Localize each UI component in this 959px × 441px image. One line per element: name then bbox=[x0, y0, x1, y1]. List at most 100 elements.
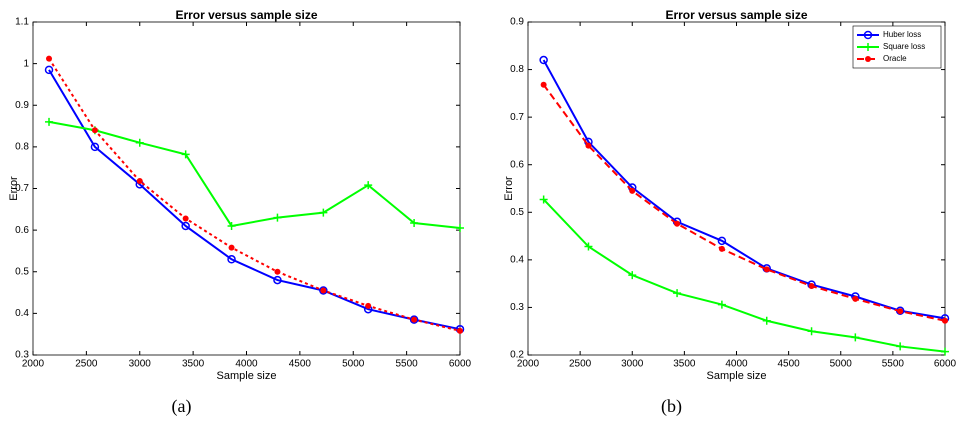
x-tick-label: 6000 bbox=[934, 359, 957, 370]
marker bbox=[319, 286, 328, 295]
x-tick-label: 4000 bbox=[235, 359, 258, 370]
marker bbox=[44, 65, 54, 75]
marker bbox=[46, 55, 53, 62]
marker bbox=[807, 327, 816, 336]
plot-area bbox=[527, 21, 946, 356]
series-line bbox=[48, 69, 461, 331]
chart-title: Error versus sample size bbox=[665, 8, 807, 22]
x-tick-label: 4000 bbox=[725, 359, 748, 370]
marker bbox=[540, 81, 547, 88]
marker bbox=[90, 142, 100, 152]
legend-label: Square loss bbox=[883, 42, 925, 51]
marker bbox=[942, 317, 948, 324]
y-tick-label: 0.6 bbox=[15, 225, 29, 236]
marker bbox=[539, 195, 548, 204]
marker bbox=[410, 219, 419, 228]
x-tick-label: 3500 bbox=[182, 359, 205, 370]
marker bbox=[319, 208, 328, 217]
caption: (b) bbox=[661, 396, 682, 417]
marker bbox=[585, 142, 592, 149]
x-tick-label: 5000 bbox=[342, 359, 365, 370]
y-tick-label: 0.2 bbox=[510, 350, 524, 361]
marker bbox=[457, 327, 463, 334]
marker bbox=[852, 295, 859, 302]
y-tick-label: 0.8 bbox=[15, 142, 29, 153]
marker bbox=[274, 268, 281, 275]
marker bbox=[228, 244, 235, 251]
x-tick-label: 2000 bbox=[517, 359, 540, 370]
series-line bbox=[542, 198, 946, 353]
series-line bbox=[542, 59, 946, 320]
x-tick-label: 2500 bbox=[569, 359, 592, 370]
series-line bbox=[48, 120, 461, 230]
x-tick-label: 5500 bbox=[882, 359, 905, 370]
legend-label: Huber loss bbox=[883, 30, 921, 39]
marker bbox=[273, 275, 282, 285]
y-tick-label: 0.5 bbox=[510, 207, 524, 218]
x-tick-label: 4500 bbox=[778, 359, 801, 370]
x-tick-label: 3000 bbox=[129, 359, 152, 370]
y-tick-label: 1 bbox=[23, 58, 29, 69]
y-axis-label: Error bbox=[8, 176, 20, 201]
marker bbox=[181, 221, 190, 231]
marker bbox=[629, 187, 636, 194]
y-tick-label: 0.3 bbox=[15, 350, 29, 361]
y-tick-label: 0.5 bbox=[15, 266, 29, 277]
legend-marker bbox=[863, 30, 873, 40]
y-axis-label: Error bbox=[503, 176, 515, 201]
marker bbox=[584, 242, 593, 251]
marker bbox=[364, 181, 373, 190]
marker bbox=[135, 138, 144, 147]
marker bbox=[673, 289, 682, 298]
marker bbox=[628, 271, 637, 280]
marker bbox=[409, 315, 419, 324]
series-line bbox=[48, 58, 461, 332]
x-tick-label: 3000 bbox=[621, 359, 644, 370]
marker bbox=[45, 117, 54, 126]
marker bbox=[320, 287, 327, 294]
x-tick-label: 4500 bbox=[289, 359, 312, 370]
marker bbox=[808, 283, 815, 290]
y-tick-label: 0.4 bbox=[510, 254, 524, 265]
marker bbox=[273, 213, 282, 222]
x-tick-label: 2000 bbox=[22, 359, 45, 370]
chart-title: Error versus sample size bbox=[175, 8, 317, 22]
legend-marker bbox=[864, 43, 872, 51]
y-tick-label: 0.7 bbox=[510, 112, 524, 123]
marker bbox=[896, 342, 905, 351]
x-axis-label: Sample size bbox=[707, 370, 767, 382]
plot-area bbox=[32, 21, 461, 356]
y-tick-label: 0.9 bbox=[15, 100, 29, 111]
marker bbox=[456, 224, 464, 233]
marker bbox=[182, 215, 189, 222]
y-tick-label: 0.3 bbox=[510, 302, 524, 313]
marker bbox=[718, 245, 725, 252]
legend-label: Oracle bbox=[883, 54, 907, 63]
y-tick-label: 0.4 bbox=[15, 308, 29, 319]
x-tick-label: 5000 bbox=[830, 359, 853, 370]
marker bbox=[941, 347, 949, 356]
marker bbox=[717, 236, 727, 246]
marker bbox=[136, 178, 143, 185]
y-tick-label: 0.9 bbox=[510, 17, 524, 28]
caption: (a) bbox=[172, 396, 192, 417]
x-axis-label: Sample size bbox=[217, 370, 277, 382]
x-tick-label: 5500 bbox=[396, 359, 419, 370]
marker bbox=[539, 55, 548, 65]
marker bbox=[674, 220, 681, 227]
legend-marker bbox=[865, 56, 871, 62]
y-tick-label: 0.6 bbox=[510, 159, 524, 170]
series-line bbox=[542, 84, 946, 322]
y-tick-label: 0.7 bbox=[15, 183, 29, 194]
marker bbox=[227, 255, 236, 264]
x-tick-label: 3500 bbox=[673, 359, 696, 370]
marker bbox=[717, 300, 726, 309]
y-tick-label: 1.1 bbox=[15, 17, 29, 28]
marker bbox=[181, 150, 190, 159]
marker bbox=[365, 302, 372, 309]
marker bbox=[227, 221, 236, 230]
x-tick-label: 2500 bbox=[75, 359, 98, 370]
x-tick-label: 6000 bbox=[449, 359, 472, 370]
marker bbox=[897, 308, 904, 315]
